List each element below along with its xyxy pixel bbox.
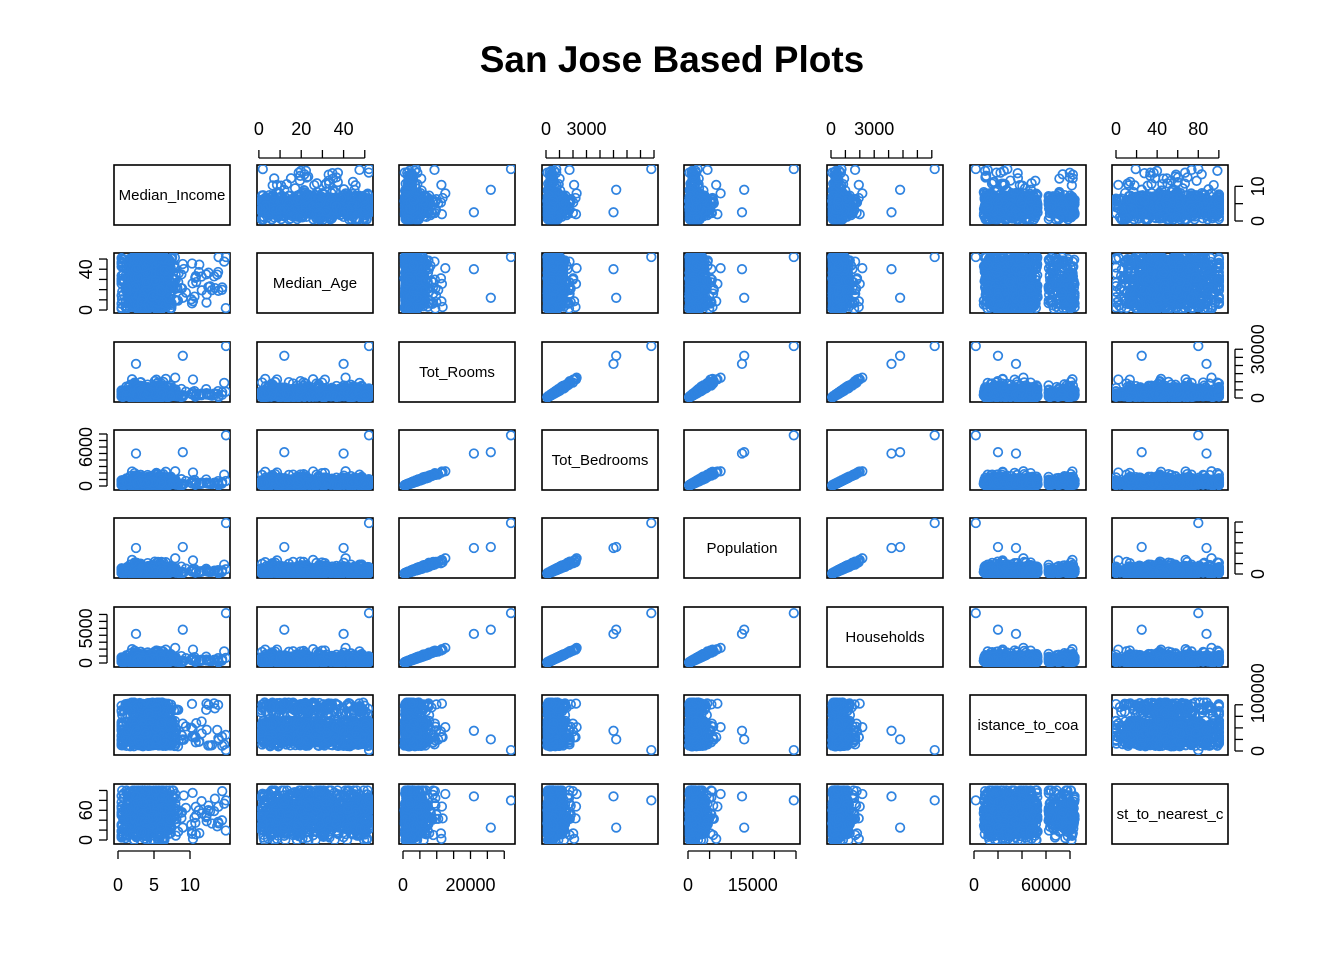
scatter-panel: [684, 165, 799, 225]
data-point: [553, 178, 564, 190]
scatter-panel: [542, 165, 657, 225]
data-point: [266, 214, 277, 225]
data-point: [354, 165, 365, 176]
data-point: [840, 185, 851, 196]
data-point: [611, 184, 622, 195]
data-point: [406, 172, 418, 183]
data-point: [268, 204, 279, 215]
data-point: [468, 207, 480, 218]
data-point: [329, 186, 341, 197]
data-point: [690, 194, 701, 206]
data-point: [715, 188, 726, 199]
data-point: [346, 201, 358, 212]
data-point: [305, 190, 317, 201]
data-point: [300, 165, 312, 176]
data-point: [548, 201, 559, 212]
scatter-panel: [827, 165, 940, 225]
data-point: [428, 194, 439, 206]
data-point: [687, 170, 698, 181]
data-point: [788, 165, 799, 175]
data-point: [360, 200, 371, 212]
data-point: [829, 170, 841, 181]
data-point: [991, 167, 1002, 178]
data-point: [292, 194, 304, 206]
data-point: [363, 165, 373, 175]
data-point: [404, 165, 415, 177]
data-point: [833, 201, 844, 212]
data-point: [279, 184, 290, 195]
data-point: [853, 179, 864, 191]
data-point: [929, 165, 940, 175]
data-point: [739, 184, 750, 195]
data-point: [608, 207, 619, 218]
panel-grid: Median_IncomeMedian_AgeTot_RoomsTot_Bedr…: [113, 164, 1229, 845]
panel-0-0: [113, 164, 231, 226]
data-point: [260, 200, 271, 211]
data-point: [548, 194, 559, 206]
data-point: [331, 201, 342, 212]
data-point: [833, 194, 844, 206]
data-point: [1030, 175, 1041, 186]
data-point: [886, 207, 897, 218]
variable-label: Median_Income: [119, 187, 226, 204]
data-point: [279, 203, 290, 215]
data-point: [360, 203, 371, 215]
data-point: [837, 178, 849, 190]
data-point: [849, 165, 861, 176]
data-point: [276, 190, 288, 202]
chart-title: San Jose Based Plots: [480, 39, 865, 80]
data-point: [315, 197, 326, 209]
data-point: [564, 165, 575, 176]
data-point: [436, 179, 447, 191]
data-point: [295, 165, 306, 177]
data-point: [547, 172, 558, 183]
data-point: [568, 179, 580, 191]
data-point: [257, 165, 268, 175]
data-point: [321, 178, 332, 189]
data-point: [545, 165, 557, 177]
data-point: [349, 184, 360, 195]
data-point: [1064, 167, 1075, 178]
data-point: [329, 199, 340, 211]
data-point: [275, 204, 286, 215]
scatter-panel: [970, 165, 1080, 225]
data-point: [281, 178, 292, 190]
data-point: [830, 165, 842, 177]
data-point: [736, 207, 748, 218]
data-point: [331, 172, 342, 183]
data-point: [894, 184, 906, 195]
data-point: [1012, 173, 1024, 184]
data-point: [485, 184, 496, 195]
data-point: [269, 173, 280, 184]
data-point: [429, 165, 440, 176]
data-point: [416, 185, 427, 196]
data-point: [295, 170, 306, 181]
data-point: [408, 194, 419, 206]
scatter-panel: [399, 165, 515, 225]
data-point: [711, 179, 722, 191]
data-point: [702, 165, 713, 176]
data-point: [554, 173, 565, 184]
data-point: [346, 213, 357, 225]
data-point: [257, 202, 268, 214]
data-point: [505, 165, 515, 175]
data-point: [363, 167, 373, 178]
data-point: [687, 165, 698, 177]
data-point: [295, 211, 307, 223]
data-point: [341, 190, 352, 201]
data-point: [689, 172, 700, 183]
data-point: [338, 207, 349, 218]
data-point: [408, 201, 419, 212]
data-point: [691, 201, 702, 212]
data-point: [646, 165, 657, 175]
scatter-panel: [257, 165, 373, 225]
data-point: [405, 203, 416, 215]
data-point: [544, 170, 556, 181]
data-point: [320, 206, 332, 217]
data-point: [838, 173, 850, 184]
data-point: [832, 172, 843, 183]
